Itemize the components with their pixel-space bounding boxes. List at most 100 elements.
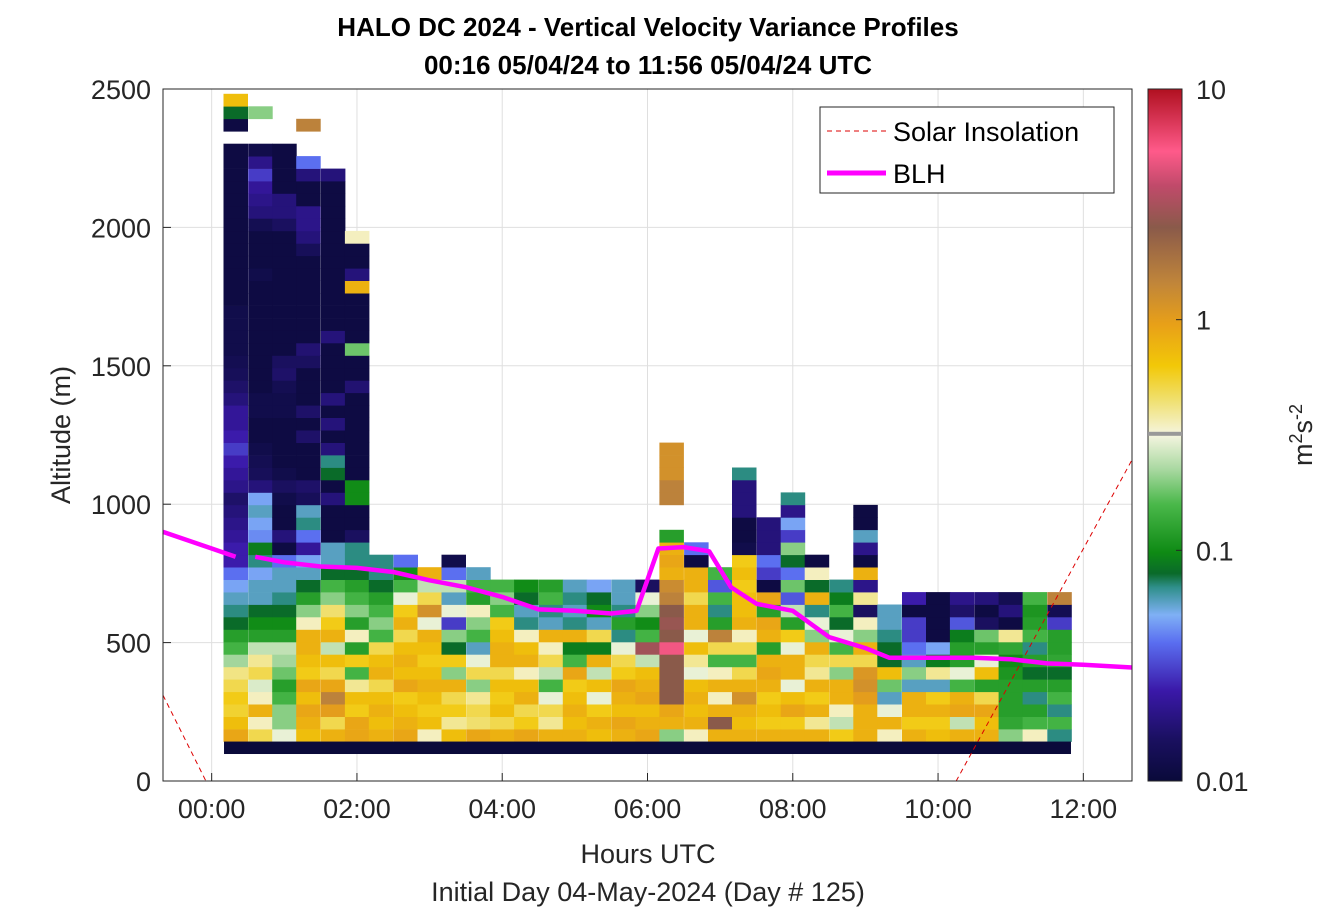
heatmap-cell xyxy=(344,654,370,668)
heatmap-cell xyxy=(562,679,588,693)
heatmap-cell xyxy=(949,729,975,742)
heatmap-cell xyxy=(538,617,564,630)
heatmap-cell xyxy=(562,654,588,668)
heatmap-cell xyxy=(708,641,733,655)
heatmap-cell xyxy=(223,716,248,730)
heatmap-cell xyxy=(877,629,902,643)
heatmap-cell xyxy=(248,592,273,605)
heatmap-cell xyxy=(248,343,273,356)
heatmap-cell xyxy=(248,567,273,580)
heatmap-cell xyxy=(417,691,442,705)
heatmap-cell xyxy=(296,455,321,468)
colorbar-tick-label: 0.01 xyxy=(1196,767,1249,797)
heatmap-cell xyxy=(1022,617,1048,630)
heatmap-cell xyxy=(320,367,346,381)
heatmap-cell xyxy=(296,293,321,306)
heatmap-cell xyxy=(514,617,539,630)
heatmap-cell xyxy=(998,592,1024,605)
x-tick-label: 02:00 xyxy=(323,794,391,824)
colorbar-label-sup2: -2 xyxy=(1286,404,1306,420)
heatmap-cell xyxy=(272,417,297,431)
heatmap-cell xyxy=(223,691,248,705)
heatmap-cell xyxy=(708,729,733,742)
heatmap-cell xyxy=(272,230,297,244)
y-tick-label: 1500 xyxy=(91,352,151,382)
heatmap-cell xyxy=(248,355,273,369)
heatmap-cell xyxy=(223,617,248,630)
heatmap-cell xyxy=(320,654,346,668)
heatmap-cell xyxy=(949,716,975,730)
heatmap-cell xyxy=(708,629,733,643)
heatmap-cell xyxy=(296,168,321,182)
heatmap-cell xyxy=(684,691,709,705)
heatmap-cell xyxy=(780,691,806,705)
heatmap-cell xyxy=(296,318,321,331)
heatmap-cell xyxy=(926,691,951,705)
heatmap-cell xyxy=(949,592,975,605)
heatmap-cell xyxy=(272,380,297,394)
heatmap-cell xyxy=(756,517,782,531)
heatmap-cell xyxy=(586,691,612,705)
heatmap-cell xyxy=(659,442,684,456)
heatmap-cell xyxy=(538,629,564,643)
heatmap-cell xyxy=(344,617,370,630)
heatmap-cell xyxy=(853,617,878,630)
heatmap-cell xyxy=(248,666,273,680)
heatmap-cell xyxy=(296,268,321,281)
x-axis-ticks: 00:00 02:00 04:00 06:00 08:00 10:00 12:00 xyxy=(178,773,1117,824)
heatmap-cell xyxy=(296,592,321,605)
heatmap-cell xyxy=(466,617,491,630)
heatmap-cell xyxy=(514,716,539,730)
heatmap-cell xyxy=(296,604,321,618)
heatmap-cell xyxy=(1047,666,1072,680)
heatmap-cell xyxy=(708,666,733,680)
heatmap-cell xyxy=(223,417,248,431)
heatmap-cell xyxy=(344,691,370,705)
heatmap-cell xyxy=(974,617,1000,630)
heatmap-cell xyxy=(223,230,248,244)
heatmap-cell xyxy=(853,629,878,643)
heatmap-cell xyxy=(902,629,927,643)
heatmap-cell xyxy=(320,729,346,742)
heatmap-cell xyxy=(320,716,346,730)
heatmap-cell xyxy=(974,629,1000,643)
heatmap-cell xyxy=(1022,666,1048,680)
heatmap-cell xyxy=(296,691,321,705)
heatmap-cell xyxy=(393,592,418,605)
heatmap-cell xyxy=(998,617,1024,630)
heatmap-cell xyxy=(272,654,297,668)
heatmap-cell xyxy=(611,629,636,643)
heatmap-cell xyxy=(780,679,806,693)
heatmap-cell xyxy=(732,704,757,717)
heatmap-cell xyxy=(272,181,297,194)
heatmap-cell xyxy=(344,504,370,518)
heatmap-cell xyxy=(466,654,491,668)
heatmap-cell xyxy=(272,156,297,169)
heatmap-cell xyxy=(320,430,346,443)
y-tick-label: 2000 xyxy=(91,213,151,243)
heatmap-cell xyxy=(926,629,951,643)
heatmap-cell xyxy=(272,492,297,506)
heatmap-cell xyxy=(780,629,806,643)
y-tick-label: 1000 xyxy=(91,490,151,520)
heatmap-cell xyxy=(344,280,370,294)
heatmap-cell xyxy=(611,579,636,593)
heatmap-cell xyxy=(732,480,757,493)
heatmap-cell xyxy=(320,492,346,506)
heatmap-cell xyxy=(344,517,370,531)
heatmap-cell xyxy=(708,691,733,705)
heatmap-cell xyxy=(320,380,346,394)
legend: Solar Insolation BLH xyxy=(819,106,1115,194)
heatmap-cell xyxy=(272,405,297,418)
heatmap-cell xyxy=(296,480,321,493)
heatmap-cell xyxy=(320,293,346,306)
heatmap-cell xyxy=(368,654,394,668)
heatmap-cell xyxy=(223,355,248,369)
colorbar-label-sup1: 2 xyxy=(1286,434,1306,444)
heatmap-cell xyxy=(780,641,806,655)
heatmap-cell xyxy=(296,255,321,269)
heatmap-cell xyxy=(248,405,273,418)
heatmap-cells xyxy=(223,93,1072,755)
heatmap-cell xyxy=(272,430,297,443)
heatmap-cell xyxy=(538,641,564,655)
